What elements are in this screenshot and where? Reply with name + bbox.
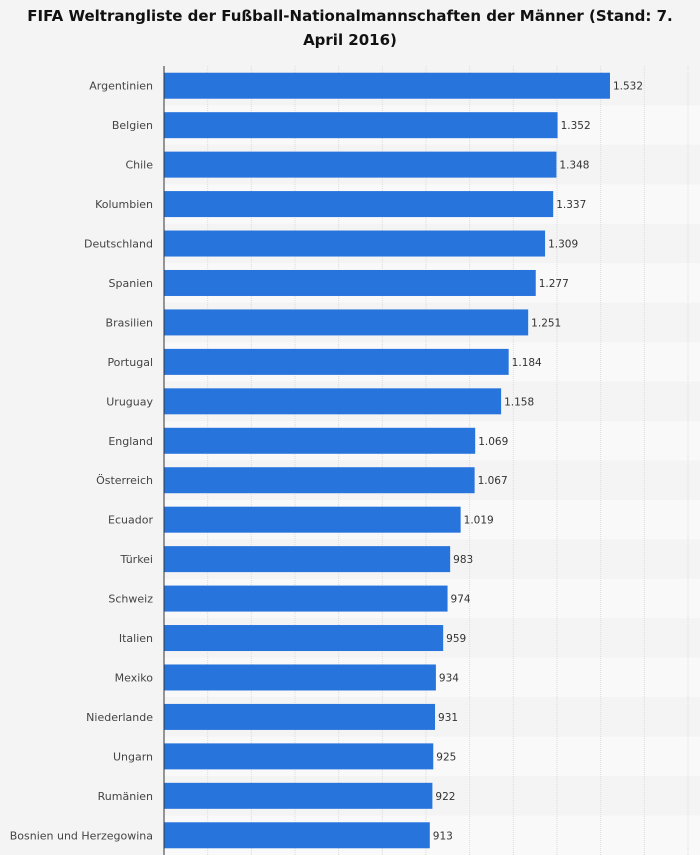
bar [164, 664, 436, 691]
category-label: Spanien [109, 277, 154, 290]
value-label: 1.309 [548, 239, 578, 251]
category-label: Kolumbien [95, 198, 153, 211]
category-label: Bosnien und Herzegowina [10, 829, 153, 842]
value-label: 1.158 [504, 396, 534, 408]
bar [164, 585, 448, 612]
bar [164, 427, 476, 454]
bar [164, 388, 502, 415]
value-label: 983 [453, 554, 473, 566]
bar [164, 546, 451, 573]
value-label: 959 [446, 633, 466, 645]
value-labels: 1.532 1.352 1.348 1.337 1.309 1.277 1.251 1.184… [433, 81, 643, 843]
category-label: Portugal [107, 356, 153, 369]
bar [164, 625, 444, 652]
bar [164, 191, 554, 218]
value-label: 1.348 [559, 160, 589, 172]
bar [164, 743, 434, 770]
category-label: Belgien [112, 119, 153, 132]
category-label: England [108, 435, 153, 448]
gridlines [207, 66, 689, 855]
bar [164, 348, 509, 375]
category-label: Brasilien [106, 316, 153, 329]
value-label: 1.277 [539, 278, 569, 290]
bar [164, 782, 433, 809]
category-labels: Argentinien Belgien Chile Kolumbien Deutschl… [10, 80, 154, 843]
bar [164, 467, 475, 494]
bar [164, 72, 610, 99]
category-label: Ecuador [108, 514, 153, 527]
value-label: 1.067 [478, 475, 508, 487]
bar [164, 703, 436, 730]
category-label: Türkei [119, 553, 153, 566]
value-label: 1.184 [512, 357, 542, 369]
bar [164, 230, 546, 257]
bar [164, 112, 558, 139]
value-label: 931 [438, 712, 458, 724]
bar [164, 269, 536, 296]
value-label: 913 [433, 830, 453, 842]
bar [164, 506, 461, 533]
category-label: Chile [125, 159, 153, 172]
category-label: Ungarn [113, 750, 153, 763]
bars [164, 72, 610, 849]
category-label: Mexiko [115, 671, 154, 684]
chart-title: FIFA Weltrangliste der Fußball-Nationalm… [27, 7, 673, 49]
value-label: 1.251 [531, 317, 561, 329]
bar [164, 822, 430, 849]
category-label: Schweiz [108, 593, 153, 606]
value-label: 925 [436, 751, 456, 763]
row-bands [164, 66, 700, 855]
value-label: 1.532 [613, 81, 643, 93]
category-label: Rumänien [98, 790, 153, 803]
bar [164, 309, 529, 336]
value-label: 1.069 [478, 436, 508, 448]
bar [164, 151, 557, 178]
value-label: 922 [435, 791, 455, 803]
category-label: Uruguay [106, 395, 153, 408]
category-label: Niederlande [86, 711, 153, 724]
value-label: 974 [451, 594, 471, 606]
value-label: 934 [439, 672, 459, 684]
value-label: 1.019 [464, 515, 494, 527]
category-label: Österreich [96, 474, 153, 487]
category-label: Italien [119, 632, 153, 645]
value-label: 1.337 [556, 199, 586, 211]
category-label: Deutschland [84, 238, 153, 251]
category-label: Argentinien [89, 80, 153, 93]
value-label: 1.352 [561, 120, 591, 132]
